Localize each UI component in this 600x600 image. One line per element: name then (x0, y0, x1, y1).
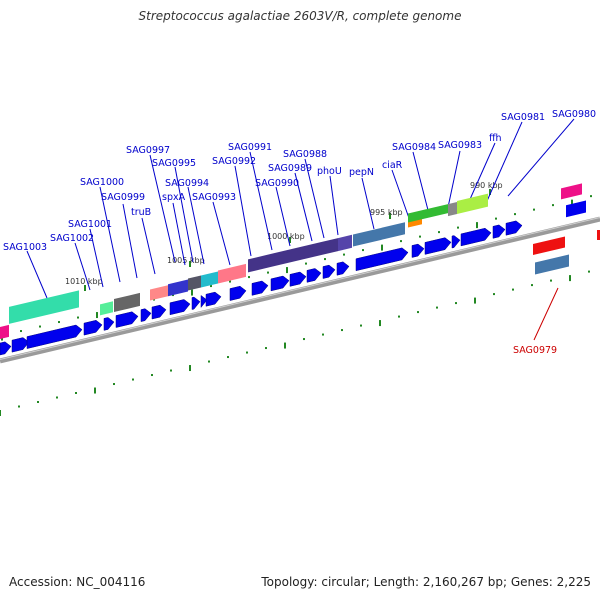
gene-label-sag0991: SAG0991 (228, 142, 272, 153)
gene-label-sag0981: SAG0981 (501, 112, 545, 123)
gene-arrow[interactable] (26, 324, 83, 349)
gene-arrow[interactable] (336, 261, 350, 276)
scale-label: 1005 kbp (167, 256, 205, 265)
gene-label-trub: truB (131, 207, 151, 218)
gene-arrow[interactable] (355, 247, 409, 272)
gene-label-pepn: pepN (349, 167, 374, 178)
gene-feature-sag0991[interactable] (270, 249, 288, 268)
scale-label: 990 kbp (470, 181, 503, 190)
scale-labels: 1010 kbp 1005 kbp 1000 kbp 995 kbp 990 k… (65, 181, 503, 286)
gene-feature-sag0983[interactable] (448, 201, 457, 217)
gene-arrow[interactable] (289, 271, 307, 287)
backbone-line (0, 216, 600, 364)
gene-label-sag1000: SAG1000 (80, 177, 124, 188)
gene-label-sag0995: SAG0995 (152, 158, 196, 169)
gene-arrow[interactable] (115, 311, 139, 328)
gene-arrow[interactable] (103, 317, 115, 331)
gene-label-sag0989: SAG0989 (268, 163, 312, 174)
gene-arrow[interactable] (205, 291, 222, 307)
gene-arrow[interactable] (251, 280, 269, 296)
gene-feature-sag0993[interactable] (218, 263, 246, 284)
gene-label-phou: phoU (317, 166, 342, 177)
gene-feature-red-edge[interactable] (597, 230, 600, 240)
gene-feature-sag0984[interactable] (408, 204, 448, 223)
outer-tick-ring-top (1, 195, 592, 341)
gene-arrow[interactable] (424, 237, 452, 255)
gene-feature-sag1000[interactable] (114, 292, 140, 313)
gene-feature-sag0994[interactable] (201, 271, 218, 288)
gene-arrow[interactable] (191, 296, 201, 310)
gene-labels: SAG1003 SAG1002 SAG1001 SAG1000 SAG0999 … (3, 109, 596, 356)
gene-feature-sag1001[interactable] (100, 301, 113, 316)
gene-label-ffh: ffh (489, 133, 502, 144)
gene-features-forward-upper (0, 193, 488, 339)
leader-line-sag0979 (533, 287, 559, 341)
gene-label-sag1001: SAG1001 (68, 219, 112, 230)
gene-arrows-forward (0, 220, 523, 356)
gene-feature-sag1003[interactable] (9, 290, 79, 324)
gene-feature-sag0997[interactable] (168, 279, 188, 297)
gene-arrow[interactable] (505, 220, 523, 236)
gene-arrow[interactable] (229, 285, 247, 301)
gene-label-sag1002: SAG1002 (50, 233, 94, 244)
gene-label-sag0990: SAG0990 (255, 178, 299, 189)
gene-label-sag0983: SAG0983 (438, 140, 482, 151)
gene-arrow[interactable] (322, 264, 336, 279)
gene-arrow[interactable] (306, 268, 322, 283)
gene-label-sag1003: SAG1003 (3, 242, 47, 253)
gene-feature-ffh[interactable] (457, 193, 488, 214)
gene-feature-spxa[interactable] (188, 275, 201, 291)
genome-summary-text: Topology: circular; Length: 2,160,267 bp… (261, 575, 591, 589)
gene-arrow[interactable] (411, 243, 425, 258)
gene-arrow[interactable] (11, 337, 30, 353)
gene-arrow[interactable] (492, 224, 506, 239)
gene-label-sag0980: SAG0980 (552, 109, 596, 120)
gene-feature-trub[interactable] (150, 285, 168, 301)
gene-arrow[interactable] (169, 299, 191, 316)
gene-feature-sag0988[interactable] (324, 238, 338, 255)
map-title: Streptococcus agalactiae 2603V/R, comple… (138, 9, 462, 23)
scale-label: 1000 kbp (267, 232, 305, 241)
gene-feature-phou[interactable] (338, 234, 352, 252)
gene-label-sag0992: SAG0992 (212, 156, 256, 167)
scale-label: 1010 kbp (65, 277, 103, 286)
gene-features-right (533, 183, 600, 275)
gene-arrow[interactable] (200, 294, 208, 309)
gene-arrow[interactable] (151, 304, 167, 320)
gene-arrow[interactable] (0, 341, 12, 356)
gene-label-spxa: spxA (162, 192, 186, 203)
gene-arrow[interactable] (140, 308, 152, 322)
gene-label-sag0999: SAG0999 (101, 192, 145, 203)
gene-feature-sag0990[interactable] (288, 245, 306, 263)
gene-feature-pepn[interactable] (353, 222, 405, 247)
outer-tick-ring-bottom (0, 270, 590, 416)
gene-arrow[interactable] (83, 320, 103, 336)
gene-label-ciar: ciaR (382, 160, 403, 171)
gene-feature-sag0992[interactable] (248, 254, 270, 273)
gene-arrow[interactable] (451, 235, 461, 249)
gene-feature-sag0980-pink[interactable] (561, 183, 582, 200)
gene-label-sag0979: SAG0979 (513, 345, 557, 356)
gene-arrow[interactable] (460, 227, 492, 247)
gene-feature-sag0979-steel[interactable] (535, 254, 569, 275)
accession-text: Accession: NC_004116 (9, 575, 146, 589)
gene-feature-sag0980-blue[interactable] (566, 200, 586, 218)
backbone (0, 216, 600, 364)
gene-label-sag0993: SAG0993 (192, 192, 236, 203)
gene-feature-pink-left[interactable] (0, 324, 9, 339)
gene-label-sag0988: SAG0988 (283, 149, 327, 160)
gene-label-sag0994: SAG0994 (165, 178, 209, 189)
gene-arrow[interactable] (270, 275, 290, 292)
scale-label: 995 kbp (370, 208, 403, 217)
gene-feature-sag0989[interactable] (306, 241, 324, 259)
leader-lines (26, 118, 575, 299)
gene-label-sag0984: SAG0984 (392, 142, 436, 153)
backbone-highlight (0, 217, 600, 360)
gene-feature-sag0979-red[interactable] (533, 236, 565, 256)
gene-label-sag0997: SAG0997 (126, 145, 170, 156)
